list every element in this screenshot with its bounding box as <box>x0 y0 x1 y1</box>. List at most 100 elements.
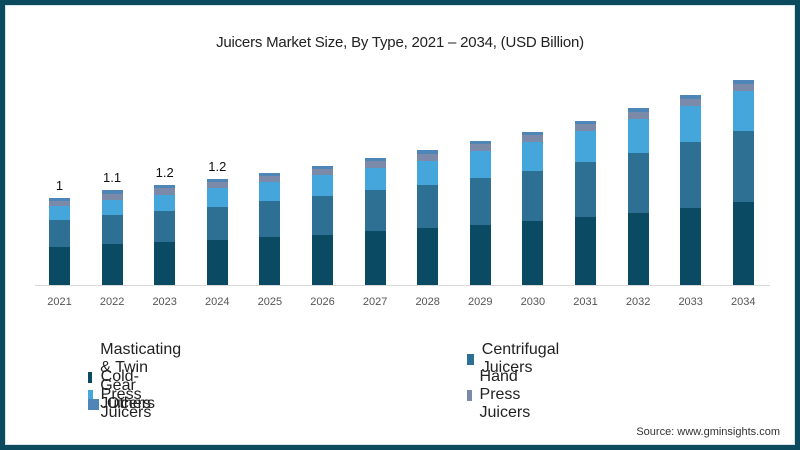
bar-segment <box>259 182 281 202</box>
bar-segment <box>575 124 596 132</box>
bar-segment <box>575 162 596 218</box>
bar-segment <box>522 171 544 222</box>
x-tick-label: 2026 <box>310 296 335 308</box>
bar-segment <box>154 211 176 243</box>
source-note: Source: www.gminsights.com <box>636 426 780 438</box>
x-tick-label: 2027 <box>362 296 388 308</box>
bar-segment <box>101 199 123 216</box>
bar-segment <box>680 95 702 99</box>
legend-label: Centrifugal Juicers <box>481 341 560 376</box>
legend-label: Masticating & Twin Gear Juicers <box>100 341 182 412</box>
bar-segment <box>732 79 754 85</box>
bar-segment <box>312 175 333 197</box>
x-tick-label: 2031 <box>573 296 598 308</box>
legend-item: Others <box>88 395 155 413</box>
bar-segment <box>469 224 491 285</box>
legend-swatch-icon <box>88 389 93 401</box>
bar-segment <box>154 194 176 212</box>
bar-2032 <box>627 108 649 285</box>
bar-segment <box>627 108 649 112</box>
data-label: 1.2 <box>208 158 227 174</box>
legend-label: Hand Press Juicers <box>479 368 531 421</box>
bar-segment <box>575 120 596 125</box>
bar-2022 <box>101 190 123 285</box>
bar-segment <box>49 198 70 201</box>
x-tick-label: 2022 <box>99 296 125 308</box>
x-tick-label: 2034 <box>731 296 756 308</box>
bar-segment <box>469 140 491 145</box>
x-tick-label: 2029 <box>468 296 493 308</box>
data-label: 1 <box>55 178 64 193</box>
bar-2025 <box>259 172 281 285</box>
x-tick-label: 2033 <box>678 296 703 308</box>
x-tick-label: 2024 <box>205 296 230 308</box>
bar-2033 <box>680 95 702 285</box>
bar-segment <box>154 184 176 189</box>
chart-panel <box>5 5 795 445</box>
data-label: 1.1 <box>103 170 122 186</box>
bar-segment <box>732 84 754 91</box>
bar-segment <box>154 188 176 195</box>
bar-segment <box>680 105 702 143</box>
x-tick-label: 2030 <box>520 296 546 308</box>
bar-segment <box>206 182 228 189</box>
bar-segment <box>417 153 439 161</box>
bar-segment <box>680 207 702 285</box>
bar-segment <box>364 158 386 162</box>
bar-segment <box>522 131 544 136</box>
bar-segment <box>312 169 333 176</box>
legend-swatch-icon <box>88 398 99 410</box>
data-label: 1.2 <box>155 164 174 180</box>
bar-segment <box>575 131 596 163</box>
bar-segment <box>627 212 649 285</box>
bar-segment <box>364 231 386 285</box>
bar-segment <box>417 150 439 154</box>
bar-segment <box>627 118 649 153</box>
bar-segment <box>575 217 596 285</box>
bar-segment <box>101 190 123 194</box>
bar-segment <box>101 215 123 245</box>
bar-2029 <box>469 140 491 285</box>
bar-2023 <box>154 184 176 285</box>
bar-segment <box>522 221 544 285</box>
bar-segment <box>259 172 281 177</box>
legend-item: Cold-Press Juicers <box>88 368 158 422</box>
bar-segment <box>101 193 123 200</box>
bar-segment <box>101 244 123 285</box>
bar-segment <box>522 135 544 143</box>
bar-segment <box>154 242 176 285</box>
bar-segment <box>417 228 439 285</box>
bar-segment <box>259 237 281 285</box>
bar-2021 <box>49 198 70 285</box>
bar-segment <box>469 178 491 225</box>
bar-2028 <box>417 150 439 285</box>
bar-segment <box>732 91 754 132</box>
bar-segment <box>206 206 228 240</box>
bar-segment <box>312 234 333 285</box>
x-tick-label: 2032 <box>625 296 651 308</box>
bar-segment <box>259 201 281 238</box>
x-tick-label: 2025 <box>257 296 283 308</box>
bar-segment <box>49 205 70 220</box>
bar-segment <box>417 184 439 229</box>
legend-item: Centrifugal Juicers <box>467 341 563 377</box>
bar-2026 <box>312 165 333 285</box>
bar-segment <box>680 142 702 208</box>
legend-label: Cold-Press Juicers <box>100 368 152 421</box>
bar-2027 <box>364 158 386 285</box>
bar-2030 <box>522 131 544 285</box>
bar-segment <box>469 151 491 178</box>
bar-segment <box>259 176 281 183</box>
x-tick-label: 2021 <box>47 296 72 308</box>
bar-segment <box>732 202 754 285</box>
chart-title: Juicers Market Size, By Type, 2021 – 203… <box>216 34 584 51</box>
bar-2024 <box>206 178 228 285</box>
legend-item: Hand Press Juicers <box>467 368 537 422</box>
legend-swatch-icon <box>467 353 474 365</box>
legend-swatch-icon <box>467 389 472 401</box>
bar-segment <box>312 165 333 170</box>
bar-segment <box>469 144 491 152</box>
bar-segment <box>49 200 70 206</box>
bar-2031 <box>575 120 596 285</box>
